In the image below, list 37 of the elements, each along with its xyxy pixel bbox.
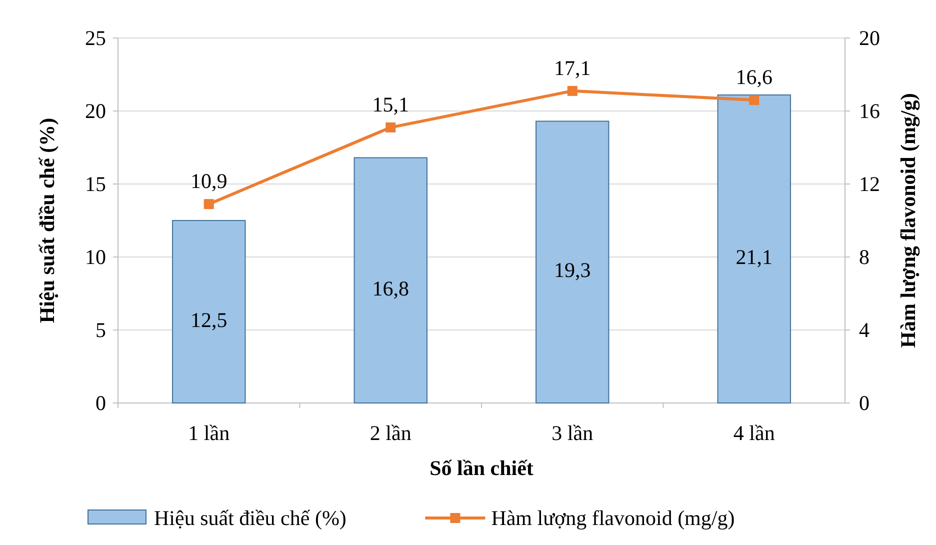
x-axis-title: Số lần chiết bbox=[430, 456, 534, 480]
y-tick-label: 5 bbox=[96, 318, 106, 342]
y-tick-label: 20 bbox=[85, 99, 106, 123]
x-tick-label: 1 lần bbox=[188, 421, 230, 445]
y2-axis-title: Hàm lượng flavonoid (mg/g) bbox=[896, 93, 920, 348]
bar bbox=[354, 157, 428, 404]
y-tick-label: 25 bbox=[85, 26, 106, 50]
point bbox=[749, 95, 760, 106]
x-tick-label: 3 lần bbox=[552, 421, 594, 445]
bar bbox=[536, 120, 610, 404]
y2-tick-label: 0 bbox=[859, 391, 870, 415]
legend-label: Hàm lượng flavonoid (mg/g) bbox=[491, 506, 735, 530]
y2-tick-label: 20 bbox=[859, 26, 880, 50]
data-label: 19,3 bbox=[554, 258, 591, 282]
bar bbox=[717, 94, 791, 404]
y-axis-title: Hiệu suất điều chế (%) bbox=[35, 118, 59, 324]
point bbox=[567, 86, 578, 96]
y-tick-label: 15 bbox=[85, 172, 106, 196]
x-tick-label: 2 lần bbox=[370, 421, 412, 445]
y2-tick-label: 4 bbox=[859, 318, 870, 342]
legend-label: Hiệu suất điều chế (%) bbox=[154, 506, 346, 530]
data-label: 16,6 bbox=[736, 65, 772, 90]
data-label: 10,9 bbox=[190, 169, 228, 194]
y-tick-label: 10 bbox=[85, 245, 106, 269]
data-label: 12,5 bbox=[190, 308, 228, 332]
data-label: 21,1 bbox=[736, 244, 772, 269]
y-tick-label: 0 bbox=[96, 391, 106, 415]
point bbox=[386, 122, 396, 132]
y2-tick-label: 8 bbox=[859, 245, 870, 269]
data-label: 16,8 bbox=[372, 276, 409, 300]
y2-tick-label: 12 bbox=[859, 172, 880, 196]
bar bbox=[172, 220, 246, 404]
x-tick-label: 4 lần bbox=[733, 421, 776, 445]
point bbox=[204, 199, 214, 210]
data-label: 15,1 bbox=[372, 92, 409, 116]
data-label: 17,1 bbox=[554, 56, 591, 80]
y2-tick-label: 16 bbox=[859, 99, 880, 123]
